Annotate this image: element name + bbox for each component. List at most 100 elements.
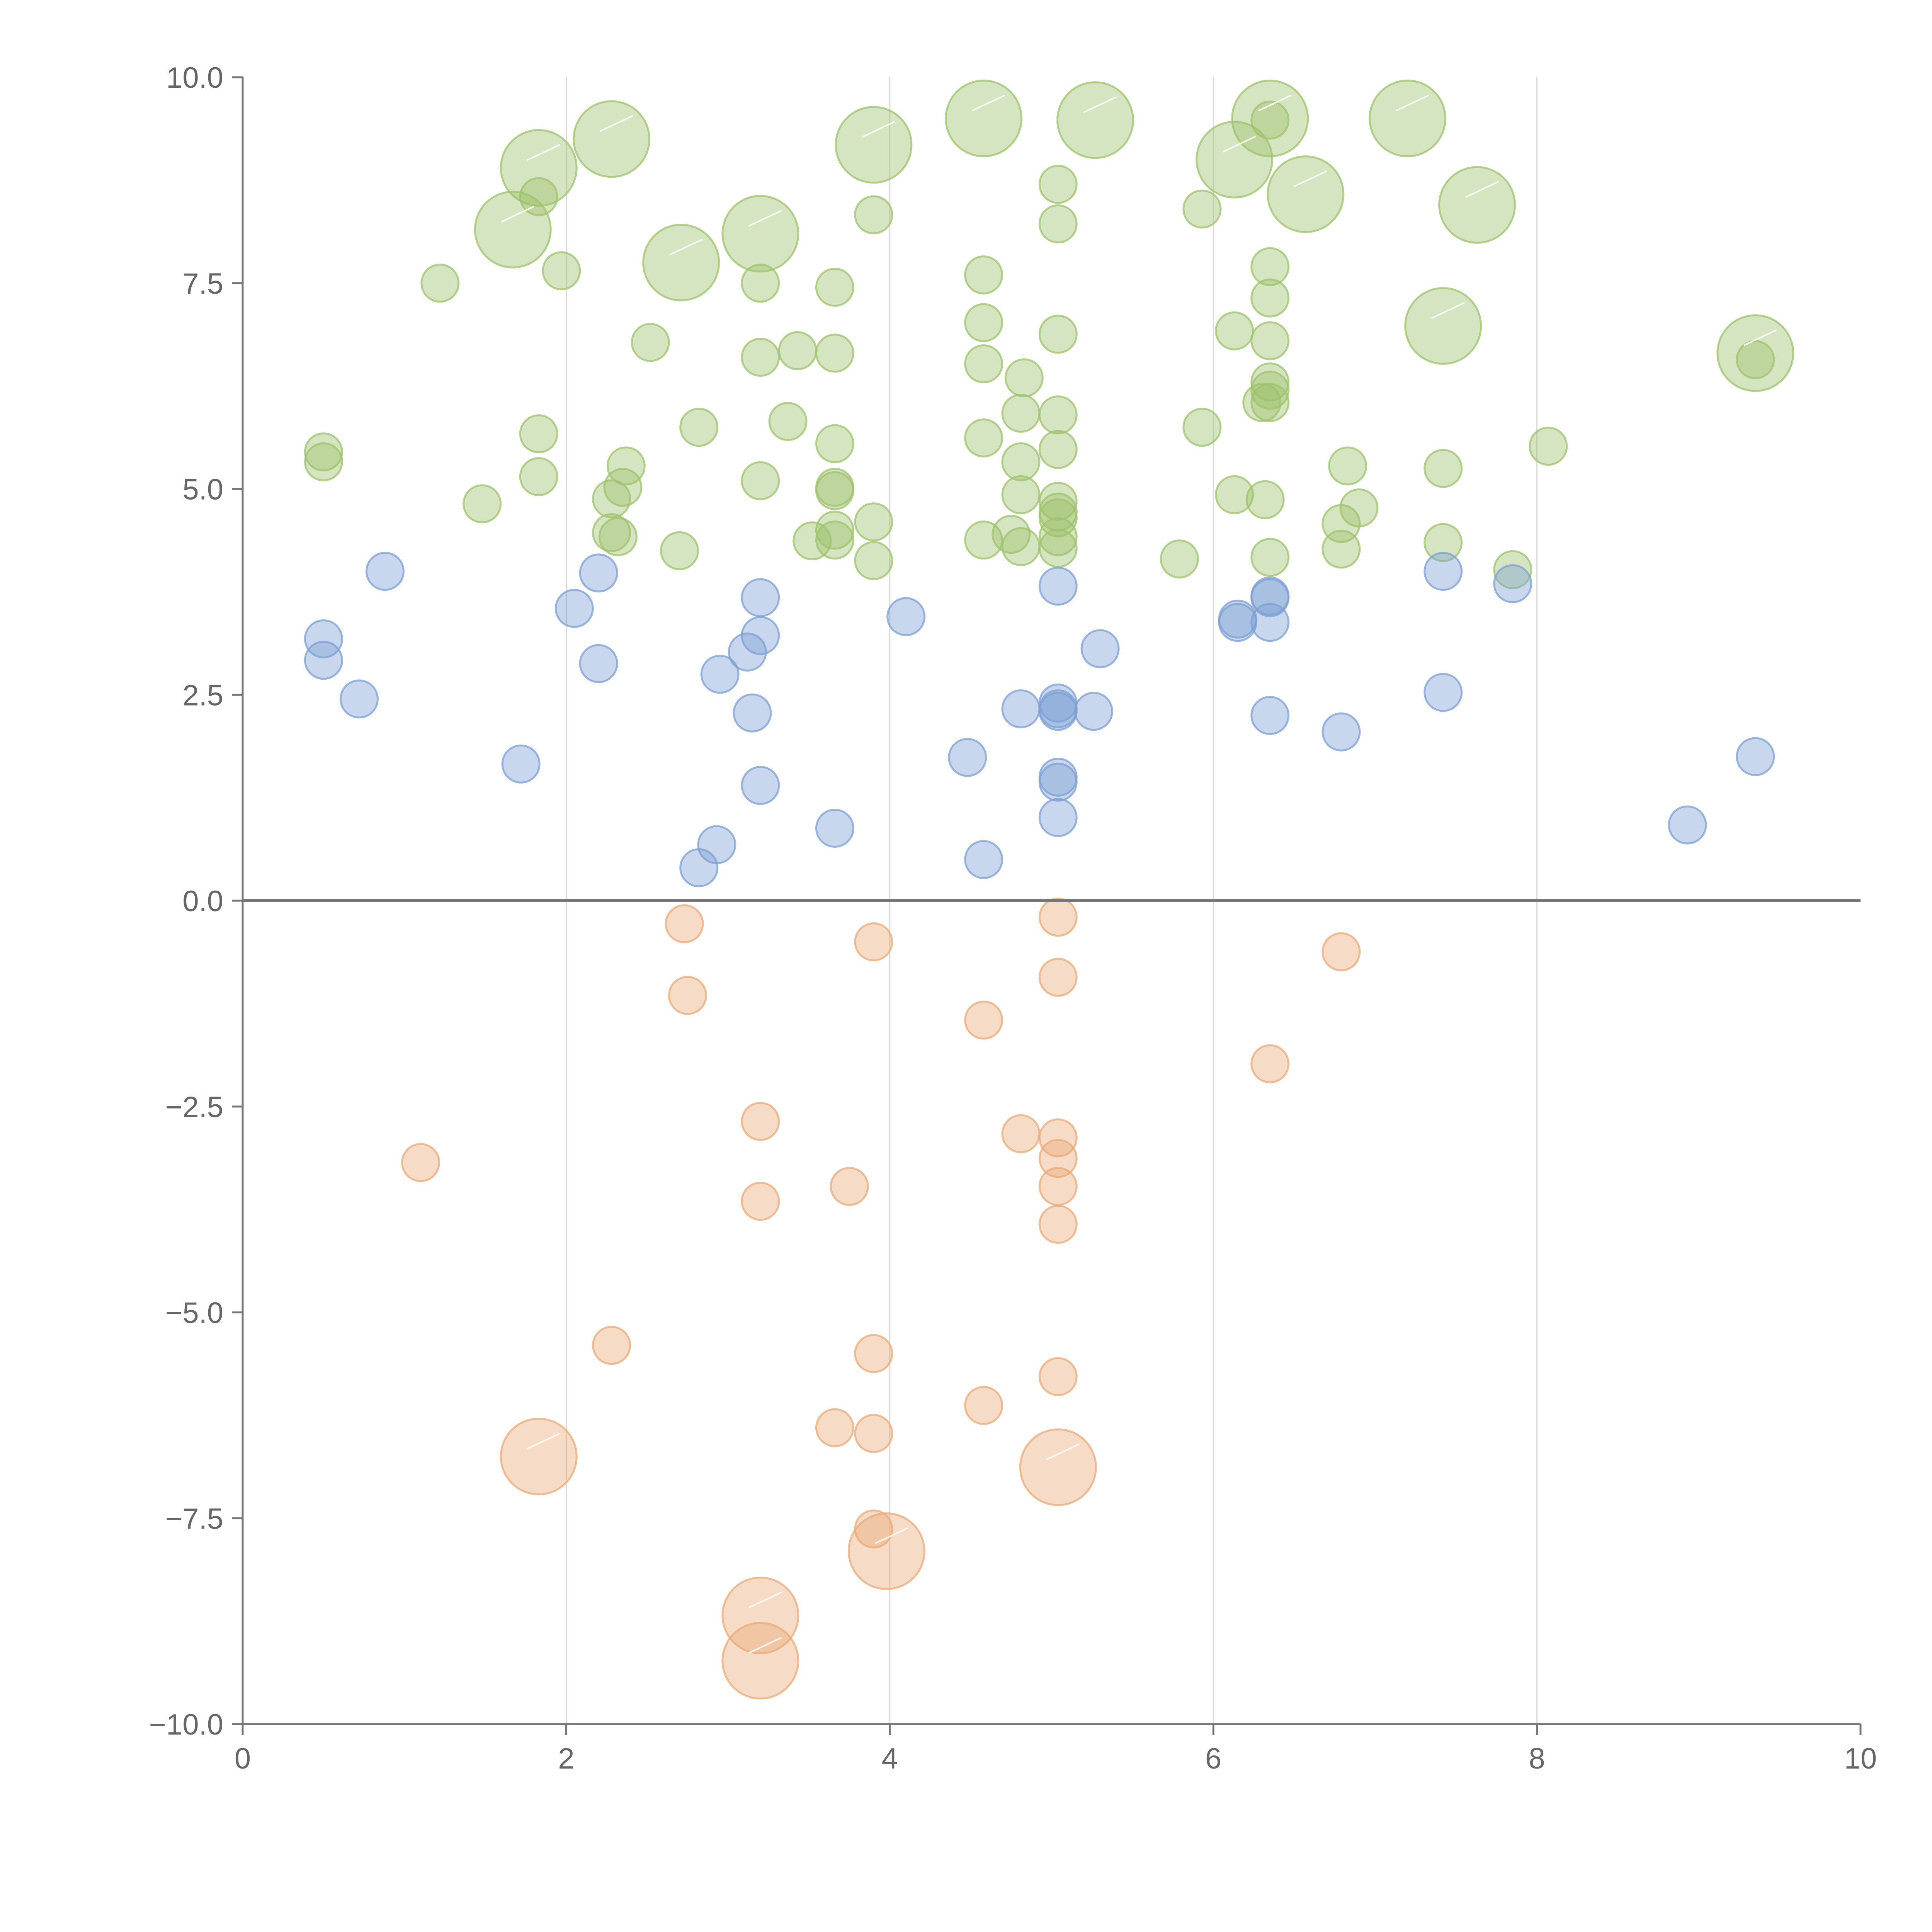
bubble-point-high — [1038, 430, 1078, 469]
bubble-point-low — [815, 1408, 854, 1447]
bubble-point-high — [1250, 321, 1290, 361]
bubble-point-high — [542, 251, 581, 291]
bubble-point-high — [1182, 408, 1222, 447]
bubble-point-low — [401, 1143, 440, 1182]
bubble-leader-line — [501, 206, 535, 223]
bubble-leader-line — [748, 210, 782, 227]
bubble-point-high — [835, 106, 913, 184]
bubble-point-low — [668, 976, 707, 1015]
bubble-point-high — [1182, 189, 1222, 229]
bubble-point-mid — [1250, 696, 1290, 735]
bubble-point-high — [1038, 481, 1078, 521]
bubble-point-high — [1267, 155, 1345, 233]
bubble-point-high — [1250, 247, 1290, 286]
bubble-point-high — [519, 414, 558, 454]
bubble-point-high — [1736, 340, 1775, 379]
bubble-point-high — [1001, 527, 1041, 566]
bubble-point-high — [679, 408, 719, 447]
bubble-leader-line — [748, 1591, 782, 1609]
bubble-point-high — [793, 521, 832, 561]
bubble-leader-line — [527, 144, 561, 161]
bubble-point-high — [945, 80, 1023, 158]
bubble-point-mid — [948, 738, 987, 777]
bubble-point-high — [741, 264, 780, 303]
bubble-point-high — [854, 195, 893, 235]
bubble-leader-line — [1395, 94, 1429, 112]
bubble-point-high — [1438, 166, 1516, 244]
bubble-point-mid — [579, 553, 618, 593]
bubble-point-high — [964, 344, 1003, 384]
bubble-point-low — [854, 1414, 893, 1453]
bubble-point-high — [500, 129, 578, 207]
bubble-point-low — [847, 1512, 925, 1590]
x-tick-label: 4 — [882, 1742, 898, 1775]
bubble-point-high — [1245, 480, 1285, 519]
bubble-point-low — [741, 1102, 780, 1141]
bubble-point-low — [721, 1622, 799, 1700]
bubble-point-high — [474, 190, 552, 269]
y-tick-label: −5.0 — [165, 1297, 223, 1330]
bubble-point-low — [830, 1167, 869, 1206]
bubble-point-mid — [1218, 603, 1257, 642]
bubble-point-high — [1160, 539, 1199, 579]
bubble-point-high — [768, 402, 808, 441]
bubble-point-high — [1321, 529, 1361, 569]
bubble-point-mid — [1250, 603, 1290, 642]
bubble-point-high — [1215, 475, 1254, 514]
bubble-point-high — [642, 223, 720, 301]
bubble-point-high — [741, 461, 780, 500]
bubble-point-high — [1250, 537, 1290, 577]
bubble-point-mid — [1321, 712, 1361, 752]
bubble-leader-line — [862, 121, 895, 138]
y-tick-label: −7.5 — [165, 1502, 223, 1535]
bubble-point-mid — [1668, 805, 1707, 845]
bubble-point-high — [592, 479, 631, 519]
bubble-point-mid — [741, 766, 780, 805]
bubble-point-high — [1001, 475, 1041, 514]
bubble-point-high — [1529, 427, 1568, 466]
bubble-point-low — [1001, 1114, 1041, 1153]
bubble-point-mid — [1038, 566, 1078, 606]
bubble-point-high — [1038, 165, 1078, 204]
bubble-point-low — [1038, 1139, 1078, 1178]
bubble-point-high — [603, 468, 643, 507]
bubble-point-high — [1038, 315, 1078, 354]
bubble-point-high — [1404, 287, 1482, 365]
bubble-point-low — [1038, 1204, 1078, 1244]
bubble-point-mid — [815, 808, 854, 848]
bubble-point-high — [1250, 362, 1290, 401]
x-tick-label: 6 — [1205, 1742, 1221, 1775]
bubble-leader-line — [1258, 94, 1292, 112]
bubble-point-mid — [365, 552, 405, 591]
bubble-point-high — [1215, 311, 1254, 350]
bubble-point-mid — [1038, 762, 1078, 802]
bubble-point-mid — [554, 588, 594, 628]
bubble-point-high — [1038, 204, 1078, 243]
bubble-point-high — [519, 457, 558, 497]
y-tick-label: 7.5 — [182, 267, 223, 300]
bubble-point-mid — [501, 744, 541, 784]
bubble-point-mid — [1080, 629, 1120, 668]
bubble-point-mid — [304, 641, 343, 680]
bubble-point-high — [854, 541, 893, 580]
y-tick-label: 5.0 — [182, 473, 223, 506]
bubble-point-high — [1001, 393, 1041, 433]
bubble-point-high — [815, 510, 854, 550]
bubble-point-high — [1004, 358, 1044, 398]
bubble-point-high — [1001, 442, 1041, 481]
bubble-point-low — [721, 1577, 799, 1655]
bubble-point-low — [741, 1182, 780, 1221]
bubble-point-mid — [304, 619, 343, 658]
bubble-point-low — [854, 922, 893, 962]
bubble-point-mid — [728, 632, 767, 672]
bubble-point-high — [660, 531, 699, 570]
bubble-point-mid — [741, 616, 780, 655]
bubble-point-high — [1038, 395, 1078, 435]
bubble-point-mid — [886, 597, 926, 636]
bubble-point-high — [964, 303, 1003, 342]
bubble-point-high — [815, 424, 854, 463]
bubble-point-high — [592, 513, 631, 552]
bubble-point-high — [815, 471, 854, 510]
y-tick-label: 0.0 — [182, 885, 223, 918]
